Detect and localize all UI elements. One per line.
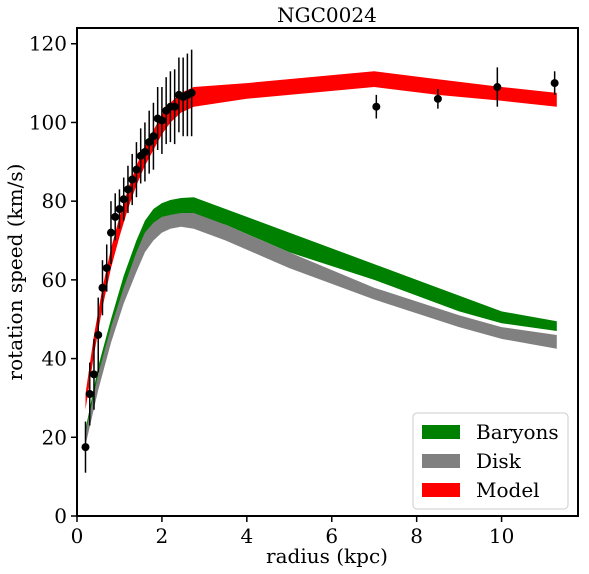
data-point bbox=[81, 443, 90, 452]
x-axis: 0 2 4 6 8 10 bbox=[71, 516, 514, 548]
y-tick-label: 120 bbox=[29, 32, 67, 56]
data-point bbox=[115, 205, 124, 214]
y-tick-label: 0 bbox=[54, 504, 67, 528]
data-point bbox=[128, 175, 137, 184]
band-baryons bbox=[85, 197, 557, 442]
y-tick-label: 100 bbox=[29, 110, 67, 134]
chart-title: NGC0024 bbox=[277, 3, 377, 27]
data-point bbox=[149, 132, 158, 141]
x-axis-label: radius (kpc) bbox=[266, 544, 388, 568]
x-tick-label: 0 bbox=[71, 524, 84, 548]
y-tick-label: 80 bbox=[42, 189, 67, 213]
data-point bbox=[123, 185, 132, 194]
x-tick-label: 6 bbox=[325, 524, 338, 548]
legend-label-disk: Disk bbox=[476, 449, 522, 473]
y-tick-label: 20 bbox=[42, 425, 67, 449]
x-tick-label: 10 bbox=[489, 524, 514, 548]
bands-layer bbox=[85, 71, 557, 446]
y-tick-label: 60 bbox=[42, 268, 67, 292]
data-point bbox=[550, 79, 559, 88]
data-point bbox=[170, 102, 179, 111]
x-tick-label: 4 bbox=[240, 524, 253, 548]
data-point bbox=[85, 390, 94, 398]
y-tick-label: 40 bbox=[42, 347, 67, 371]
legend-label-baryons: Baryons bbox=[476, 420, 559, 444]
data-point bbox=[98, 283, 107, 292]
data-point bbox=[119, 195, 128, 204]
x-tick-label: 8 bbox=[410, 524, 423, 548]
legend-swatch-model bbox=[422, 483, 460, 497]
data-point bbox=[102, 264, 111, 273]
x-tick-label: 2 bbox=[156, 524, 169, 548]
legend-swatch-disk bbox=[422, 454, 460, 468]
data-point bbox=[187, 88, 196, 97]
legend-label-model: Model bbox=[476, 478, 540, 502]
data-point bbox=[145, 138, 154, 147]
legend-swatch-baryons bbox=[422, 425, 460, 439]
data-point bbox=[372, 102, 381, 111]
legend: Baryons Disk Model bbox=[412, 412, 569, 510]
data-point bbox=[111, 212, 120, 221]
data-point bbox=[89, 370, 98, 379]
data-point bbox=[94, 330, 103, 339]
data-point bbox=[106, 228, 115, 237]
data-point bbox=[433, 94, 442, 103]
data-point bbox=[157, 116, 166, 125]
observed-points-layer bbox=[81, 49, 559, 473]
data-point bbox=[140, 147, 149, 156]
y-axis-label: rotation speed (km/s) bbox=[3, 164, 27, 381]
plot-area-frame bbox=[76, 27, 579, 517]
data-point bbox=[493, 83, 502, 92]
data-point bbox=[132, 165, 141, 174]
y-axis: 0 20 40 60 80 100 120 bbox=[29, 32, 77, 528]
